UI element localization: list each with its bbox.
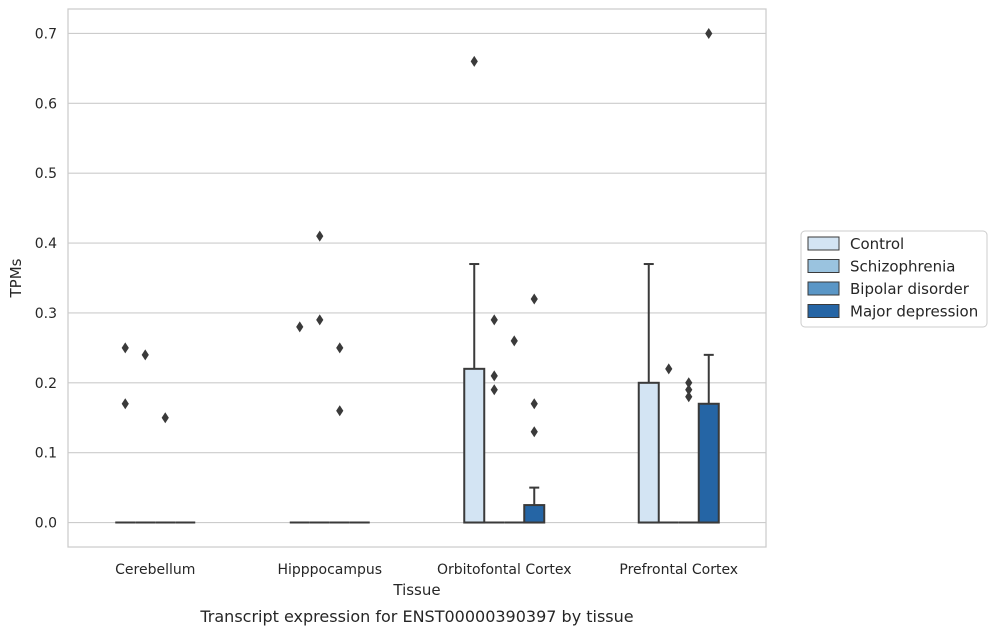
y-tick-label: 0.4 — [35, 236, 57, 252]
outlier-point — [490, 384, 498, 396]
y-tick-label: 0.1 — [35, 446, 57, 462]
legend-label: Bipolar disorder — [850, 280, 970, 298]
plot-frame — [67, 8, 767, 548]
x-tick-labels: Cerebellum Hipppocampus Orbitofontal Corte… — [115, 562, 738, 578]
x-tick-label: Orbitofontal Cortex — [437, 562, 572, 578]
y-tick-labels: 0.0 0.1 0.2 0.3 0.4 0.5 0.6 0.7 — [35, 26, 57, 531]
outlier-point — [316, 314, 324, 326]
outlier-point — [685, 377, 693, 389]
y-tick-label: 0.7 — [35, 26, 57, 42]
outlier-point — [336, 342, 344, 354]
legend-swatch — [807, 304, 840, 318]
outlier-point — [530, 398, 538, 410]
box-body — [637, 381, 660, 524]
y-axis-title: TPMs — [7, 258, 25, 298]
legend-swatch — [807, 236, 840, 251]
y-tick-label: 0.6 — [35, 96, 57, 112]
gridlines — [68, 32, 766, 524]
x-tick-label: Cerebellum — [115, 562, 195, 578]
y-tick-label: 0.0 — [35, 516, 57, 532]
outlier-point — [685, 391, 693, 403]
box-control — [463, 263, 486, 524]
y-tick-label: 0.3 — [35, 306, 57, 322]
outlier-point — [470, 55, 478, 67]
outlier-point — [490, 314, 498, 326]
legend-label: Schizophrenia — [850, 258, 955, 276]
plot-background — [68, 9, 766, 547]
outlier-point — [141, 349, 149, 361]
box-body — [697, 402, 720, 524]
chart-caption: Transcript expression for ENST0000039039… — [199, 607, 633, 626]
outlier-point — [510, 335, 518, 347]
outlier-point — [336, 405, 344, 417]
outlier-point — [530, 293, 538, 305]
outlier-point — [161, 412, 169, 424]
x-axis-title: Tissue — [392, 581, 440, 599]
box-major-depression — [523, 486, 546, 524]
outliers — [121, 27, 713, 438]
outlier-point — [665, 363, 673, 375]
outlier-point — [490, 370, 498, 382]
legend-frame — [800, 230, 988, 328]
box-body — [463, 367, 486, 524]
box-control — [637, 263, 660, 524]
legend-label: Major depression — [850, 303, 978, 321]
boxes — [115, 263, 720, 524]
outlier-point — [685, 384, 693, 396]
y-tick-label: 0.2 — [35, 376, 57, 392]
outlier-point — [316, 230, 324, 242]
legend: Control Schizophrenia Bipolar disorder Majo… — [800, 230, 988, 328]
legend-label: Control — [850, 235, 904, 253]
x-tick-label: Hipppocampus — [277, 562, 382, 578]
outlier-point — [705, 27, 713, 39]
outlier-point — [530, 426, 538, 438]
box-major-depression — [697, 353, 720, 524]
outlier-point — [121, 342, 129, 354]
x-tick-label: Prefrontal Cortex — [619, 562, 738, 578]
legend-swatch — [807, 259, 840, 273]
y-tick-label: 0.5 — [35, 166, 57, 182]
legend-swatch — [807, 281, 840, 296]
box-body — [523, 504, 546, 524]
outlier-point — [121, 398, 129, 410]
outlier-point — [296, 321, 304, 333]
